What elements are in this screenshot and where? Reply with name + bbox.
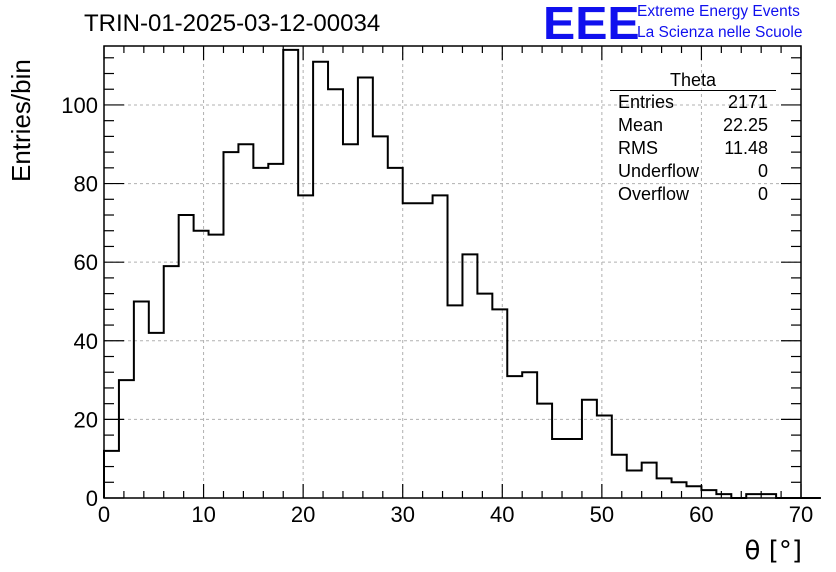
logo-line-2: La Scienza nelle Scuole — [637, 24, 803, 41]
y-tick-label: 0 — [86, 486, 98, 511]
logo-mark: EEE — [543, 0, 640, 49]
y-tick-label: 40 — [74, 329, 98, 354]
stats-box: Theta Entries 2171 Mean 22.25 RMS 11.48 … — [610, 70, 776, 206]
x-axis-label: θ [°] — [744, 536, 802, 566]
y-axis-label: Entries/bin — [6, 59, 36, 182]
x-tick-label: 50 — [590, 502, 614, 527]
x-tick-label: 70 — [789, 502, 813, 527]
stats-label: Underflow — [618, 161, 700, 181]
y-tick-label: 100 — [61, 93, 98, 118]
histogram-series — [103, 48, 821, 499]
stats-row-entries: Entries 2171 — [610, 91, 776, 114]
stats-value: 11.48 — [724, 138, 768, 158]
stats-label: RMS — [618, 138, 658, 158]
stats-row-mean: Mean 22.25 — [610, 114, 776, 137]
stats-row-overflow: Overflow 0 — [610, 183, 776, 206]
plot-frame — [103, 45, 802, 499]
plot-border — [103, 45, 802, 499]
y-tick-label: 80 — [74, 172, 98, 197]
stats-row-underflow: Underflow 0 — [610, 160, 776, 183]
stats-title: Theta — [610, 70, 776, 91]
y-tick-label: 20 — [74, 407, 98, 432]
x-tick-label: 40 — [490, 502, 514, 527]
stats-value: 22.25 — [722, 115, 768, 135]
stats-value: 0 — [757, 161, 768, 181]
axis-ticks — [103, 46, 802, 499]
stats-row-rms: RMS 11.48 — [610, 137, 776, 160]
stats-value: 2171 — [727, 92, 768, 112]
stats-label: Overflow — [618, 184, 690, 204]
histogram-line — [103, 48, 821, 499]
stats-label: Entries — [618, 92, 675, 112]
x-tick-label: 10 — [191, 502, 215, 527]
logo-line-1: Extreme Energy Events — [637, 3, 800, 20]
x-tick-label: 0 — [98, 502, 110, 527]
stats-label: Mean — [618, 115, 664, 135]
y-tick-label: 60 — [74, 250, 98, 275]
x-tick-label: 60 — [689, 502, 713, 527]
x-tick-label: 30 — [390, 502, 414, 527]
chart-title: TRIN-01-2025-03-12-00034 — [84, 10, 381, 37]
tick-labels: 0 10 20 30 40 50 60 70 0 20 40 60 80 100 — [61, 93, 813, 527]
stats-value: 0 — [757, 184, 768, 204]
x-tick-label: 20 — [291, 502, 315, 527]
grid-lines — [104, 46, 801, 498]
